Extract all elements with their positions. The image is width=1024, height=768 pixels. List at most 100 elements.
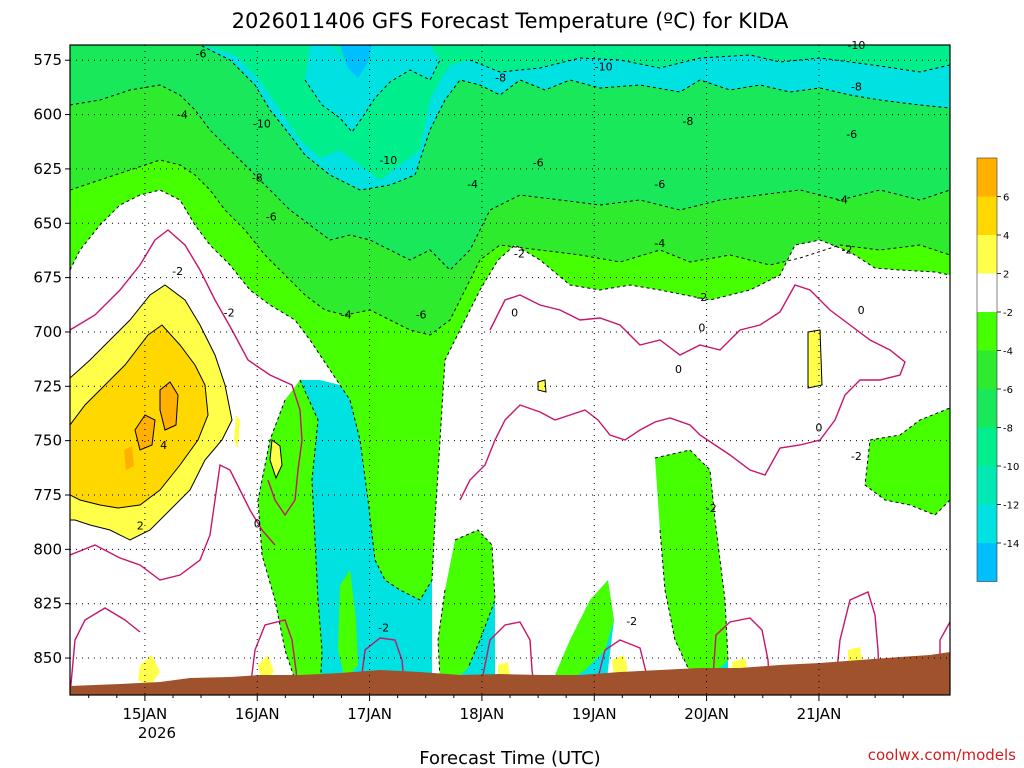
colorbar-swatch <box>977 196 997 235</box>
colorbar-swatch <box>977 504 997 543</box>
contour-label: -6 <box>266 211 277 224</box>
contour-label: -8 <box>495 72 506 85</box>
x-tick-label: 20JAN <box>684 705 729 723</box>
y-axis: 575 600 625 650 675 700 725 750 775 800 825 850 <box>33 51 70 667</box>
y-tick-label: 800 <box>33 540 62 558</box>
x-tick-label: 17JAN <box>347 705 392 723</box>
band-minus-2-col-a <box>438 530 495 680</box>
band-6-to-8-c <box>124 446 134 470</box>
band-6-to-8 <box>135 415 155 450</box>
x-tick-label: 15JAN <box>123 705 168 723</box>
x-axis-label: Forecast Time (UTC) <box>419 748 600 768</box>
contour-label: -6 <box>533 156 544 169</box>
y-tick-label: 750 <box>33 432 62 450</box>
warm-blob-e <box>138 655 160 686</box>
warm-blob-a <box>808 330 822 388</box>
colorbar-swatch <box>977 389 997 428</box>
contour-label: -2 <box>706 502 717 515</box>
contour-label: -2 <box>224 306 235 319</box>
contour-label: 2 <box>137 519 144 532</box>
contour-label: -6 <box>654 178 665 191</box>
warm-blob-b <box>538 380 546 392</box>
contour-label: -6 <box>196 48 207 61</box>
colorbar-swatch <box>977 273 997 312</box>
band-minus-10-to-minus-8 <box>70 45 950 180</box>
x-tick-label: 18JAN <box>460 705 505 723</box>
y-tick-label: 600 <box>33 106 62 124</box>
band-minus-14 <box>340 45 372 78</box>
contour-label: -2 <box>696 291 707 304</box>
positive-contours <box>70 284 823 541</box>
colorbar-label: -10 <box>1003 462 1019 473</box>
colorbar-swatch <box>977 427 997 466</box>
colorbar-swatch <box>977 312 997 351</box>
contour-label: -10 <box>253 117 271 130</box>
x-tick-label: 21JAN <box>797 705 842 723</box>
x-axis: 15JAN 16JAN 17JAN 18JAN 19JAN 20JAN 21JAN <box>88 695 904 723</box>
contour-label: 0 <box>858 304 865 317</box>
contour-label: -2 <box>378 622 389 635</box>
credit-text: coolwx.com/models <box>868 746 1016 764</box>
contour-label: -6 <box>416 309 427 322</box>
y-tick-label: 650 <box>33 214 62 232</box>
warm-blob-j <box>498 662 510 678</box>
contour-label: -4 <box>654 237 665 250</box>
colorbar-swatch <box>977 158 997 197</box>
chart-title: 2026011406 GFS Forecast Temperature (ºC)… <box>232 9 789 33</box>
y-tick-label: 725 <box>33 377 62 395</box>
terrain <box>70 652 950 695</box>
negative-contours <box>70 45 950 695</box>
band-minus-4-to-minus-2 <box>70 160 950 600</box>
colorbar-swatch <box>977 543 997 582</box>
band-minus-2-right <box>865 408 950 515</box>
colorbar-label: -4 <box>1003 347 1013 358</box>
contour-label: -4 <box>467 178 478 191</box>
contour-label: 0 <box>675 363 682 376</box>
colorbar-label: 4 <box>1003 231 1009 242</box>
contour-label: 4 <box>160 439 167 452</box>
colorbar-label: 2 <box>1003 270 1009 281</box>
contour-label: 0 <box>254 517 261 530</box>
contour-label: -2 <box>172 265 183 278</box>
band-minus-2-col-c <box>555 580 614 680</box>
band-minus-2-col-b <box>655 450 728 680</box>
contour-label: 0 <box>511 306 518 319</box>
colorbar-label: -12 <box>1003 501 1019 512</box>
colorbar-label: -8 <box>1003 424 1013 435</box>
colorbar-label: -2 <box>1003 308 1013 319</box>
x-tick-label: 19JAN <box>572 705 617 723</box>
contour-label: -2 <box>851 450 862 463</box>
band-minus-6-to-minus-4 <box>70 85 950 335</box>
plot-area <box>70 45 950 695</box>
colorbar-swatch <box>977 235 997 274</box>
band-6-to-8-b <box>160 382 178 430</box>
grid <box>70 45 950 695</box>
band-minus-8-to-minus-6 <box>70 45 950 270</box>
contour-label: 0 <box>815 422 822 435</box>
contour-label: -8 <box>682 115 693 128</box>
colorbar: 6 4 2 -2 -4 -6 -8 -10 -12 -14 <box>976 157 1019 582</box>
contour-label: -4 <box>177 109 188 122</box>
contour-label: -4 <box>837 193 848 206</box>
contour-label: -4 <box>341 309 352 322</box>
band-minus-2-col-e <box>338 570 358 680</box>
colorbar-swatch <box>977 466 997 505</box>
y-tick-label: 700 <box>33 323 62 341</box>
y-tick-label: 825 <box>33 595 62 613</box>
colorbar-swatch <box>977 350 997 389</box>
contour-label: -2 <box>842 243 853 256</box>
y-tick-label: 675 <box>33 269 62 287</box>
warm-blob-i <box>848 647 862 664</box>
contour-label: 0 <box>698 322 705 335</box>
warm-blob-d <box>234 415 240 448</box>
contour-label: -10 <box>379 154 397 167</box>
colorbar-label: -14 <box>1003 539 1019 550</box>
y-tick-label: 625 <box>33 160 62 178</box>
colorbar-frame <box>976 157 998 582</box>
band-4-to-6 <box>70 325 208 508</box>
contour-label: -2 <box>514 248 525 261</box>
x-tick-label: 16JAN <box>235 705 280 723</box>
x-axis-year: 2026 <box>138 724 176 742</box>
colorbar-label: 6 <box>1003 193 1009 204</box>
